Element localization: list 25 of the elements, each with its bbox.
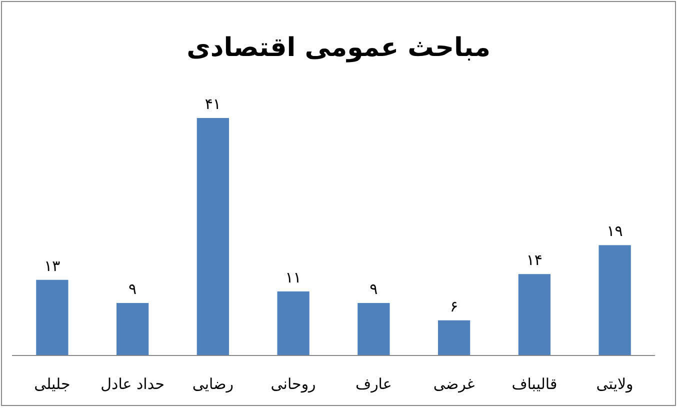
x-tick-label: روحانی	[270, 375, 316, 393]
data-label: ۹	[370, 280, 378, 298]
x-tick-label: ولایتی	[596, 375, 634, 393]
x-tick-label: حداد عادل	[100, 375, 164, 393]
bar	[518, 274, 551, 355]
bar	[438, 320, 470, 355]
x-tick-label: رضایی	[192, 375, 234, 393]
data-label: ۱۹	[606, 222, 623, 240]
data-label: ۱۴	[526, 251, 542, 270]
data-label: ۹	[128, 280, 137, 298]
x-tick-label: قالیباف	[512, 375, 558, 393]
x-tick-label: جلیلی	[34, 375, 70, 393]
x-tick-label: غرضی	[433, 375, 475, 393]
bar	[116, 302, 149, 355]
data-label: ۱۳	[44, 256, 60, 275]
bar	[196, 118, 230, 355]
bar	[358, 302, 390, 355]
bar	[277, 291, 310, 355]
bar	[598, 245, 631, 355]
x-tick-label: عارف	[356, 375, 392, 393]
data-label: ۱۱	[285, 268, 302, 286]
chart-title: مباحث عمومی اقتصادی	[186, 33, 490, 63]
data-label: ۴۱	[204, 94, 221, 113]
data-label: ۶	[450, 297, 458, 316]
bar	[36, 280, 68, 355]
